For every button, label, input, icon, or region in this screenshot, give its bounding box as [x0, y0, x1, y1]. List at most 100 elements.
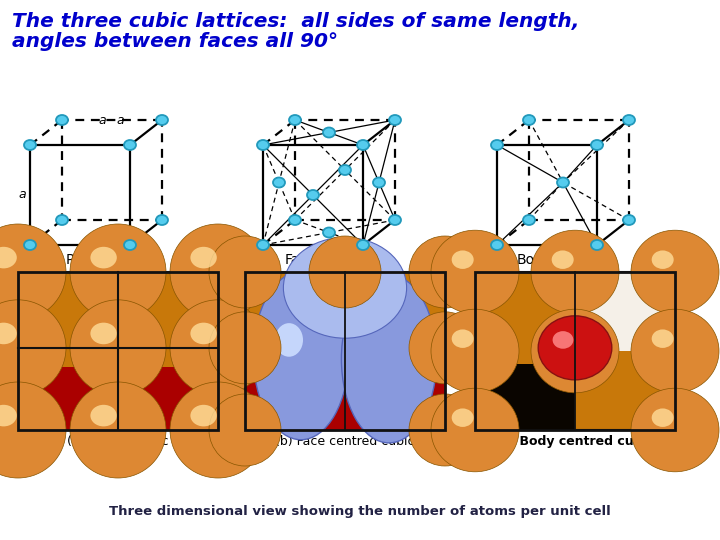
Ellipse shape: [56, 115, 68, 125]
Ellipse shape: [273, 178, 285, 187]
Text: (c) Body centred cubic: (c) Body centred cubic: [496, 435, 654, 448]
Ellipse shape: [56, 215, 68, 225]
Ellipse shape: [523, 115, 535, 125]
Ellipse shape: [389, 115, 401, 125]
Ellipse shape: [257, 140, 269, 150]
Ellipse shape: [409, 312, 481, 384]
Ellipse shape: [307, 190, 319, 200]
Ellipse shape: [652, 251, 674, 269]
Ellipse shape: [531, 230, 619, 314]
Ellipse shape: [631, 230, 719, 314]
Ellipse shape: [539, 316, 612, 380]
Ellipse shape: [309, 236, 381, 308]
Ellipse shape: [170, 300, 266, 396]
Text: The three cubic lattices:  all sides of same length,: The three cubic lattices: all sides of s…: [12, 12, 580, 31]
Ellipse shape: [24, 140, 36, 150]
Ellipse shape: [0, 382, 66, 478]
Ellipse shape: [631, 388, 719, 472]
Ellipse shape: [409, 394, 481, 466]
Ellipse shape: [491, 140, 503, 150]
Ellipse shape: [652, 408, 674, 427]
Bar: [18, 272, 218, 430]
Bar: [245, 272, 445, 430]
Bar: [575, 272, 675, 351]
Ellipse shape: [70, 224, 166, 320]
Ellipse shape: [190, 405, 217, 427]
Ellipse shape: [339, 165, 351, 175]
Ellipse shape: [623, 215, 635, 225]
Ellipse shape: [0, 405, 17, 427]
Text: (a) Simple cubic: (a) Simple cubic: [67, 435, 168, 448]
Ellipse shape: [323, 127, 335, 138]
Ellipse shape: [523, 215, 535, 225]
Bar: [475, 272, 675, 430]
Ellipse shape: [91, 322, 117, 344]
Ellipse shape: [552, 331, 573, 349]
Ellipse shape: [0, 247, 17, 268]
Ellipse shape: [341, 275, 436, 443]
Ellipse shape: [190, 247, 217, 268]
Ellipse shape: [552, 251, 574, 269]
Text: angles between faces all 90°: angles between faces all 90°: [12, 32, 338, 51]
Ellipse shape: [124, 240, 136, 250]
Ellipse shape: [91, 247, 117, 268]
Ellipse shape: [557, 178, 569, 187]
Ellipse shape: [373, 178, 385, 187]
Ellipse shape: [70, 300, 166, 396]
Bar: [18, 272, 218, 430]
Ellipse shape: [323, 227, 335, 238]
Ellipse shape: [389, 215, 401, 225]
Ellipse shape: [257, 240, 269, 250]
Ellipse shape: [451, 408, 474, 427]
Ellipse shape: [253, 272, 348, 440]
Ellipse shape: [652, 329, 674, 348]
Bar: [475, 272, 675, 430]
Ellipse shape: [591, 240, 603, 250]
Text: Three dimensional view showing the number of atoms per unit cell: Three dimensional view showing the numbe…: [109, 505, 611, 518]
Ellipse shape: [289, 215, 301, 225]
Text: Primitive: Primitive: [66, 253, 127, 267]
Ellipse shape: [431, 230, 519, 314]
Ellipse shape: [313, 271, 353, 296]
Ellipse shape: [70, 382, 166, 478]
Ellipse shape: [0, 224, 66, 320]
Ellipse shape: [409, 236, 481, 308]
Ellipse shape: [275, 323, 303, 357]
Ellipse shape: [209, 236, 281, 308]
Ellipse shape: [591, 140, 603, 150]
Ellipse shape: [209, 394, 281, 466]
Text: Body-centred: Body-centred: [516, 253, 610, 267]
Text: (b) Face centred cubic: (b) Face centred cubic: [275, 435, 415, 448]
Ellipse shape: [190, 322, 217, 344]
Ellipse shape: [531, 309, 619, 393]
Ellipse shape: [124, 140, 136, 150]
Ellipse shape: [156, 215, 168, 225]
Ellipse shape: [357, 240, 369, 250]
Ellipse shape: [491, 240, 503, 250]
Ellipse shape: [431, 388, 519, 472]
Bar: [18, 367, 218, 430]
Ellipse shape: [289, 115, 301, 125]
Ellipse shape: [552, 329, 574, 348]
Ellipse shape: [156, 115, 168, 125]
Ellipse shape: [170, 224, 266, 320]
Ellipse shape: [451, 329, 474, 348]
Text: Face-centred: Face-centred: [284, 253, 374, 267]
Ellipse shape: [91, 405, 117, 427]
Ellipse shape: [431, 309, 519, 393]
Ellipse shape: [0, 300, 66, 396]
Ellipse shape: [170, 382, 266, 478]
Ellipse shape: [284, 238, 407, 338]
Ellipse shape: [631, 309, 719, 393]
Text: a: a: [98, 113, 106, 126]
Ellipse shape: [24, 240, 36, 250]
Bar: [475, 363, 575, 430]
Ellipse shape: [623, 115, 635, 125]
Bar: [245, 272, 445, 430]
Ellipse shape: [209, 312, 281, 384]
Ellipse shape: [0, 322, 17, 344]
Ellipse shape: [451, 251, 474, 269]
Text: a: a: [116, 113, 124, 126]
Ellipse shape: [357, 140, 369, 150]
Text: a: a: [19, 188, 26, 201]
